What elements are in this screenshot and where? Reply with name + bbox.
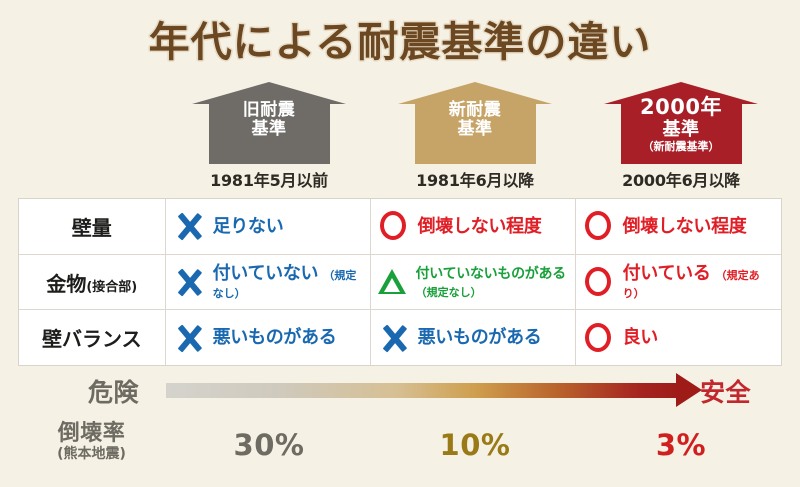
house-roof-icon <box>603 82 758 104</box>
table-cell: 悪いものがある <box>166 310 371 366</box>
page-title: 年代による耐震基準の違い <box>148 18 652 66</box>
house-icon-2000: 2000年 基準 （新耐震基準） <box>603 82 759 164</box>
house-roof-icon <box>191 82 346 104</box>
house-label-line2: 基準 <box>251 119 287 140</box>
table-cell: 倒壊しない程度 <box>371 199 576 254</box>
standard-column-2000: 2000年 基準 （新耐震基準） 2000年6月以降 <box>578 82 784 191</box>
row-label-main: 壁量 <box>71 215 112 240</box>
circle-icon <box>582 321 616 355</box>
cell-text-note: （規定なし） <box>415 286 482 300</box>
cell-text: 倒壊しない程度 <box>417 215 542 237</box>
house-label-line1: 2000年 <box>640 95 722 119</box>
arrow-head-icon <box>676 373 702 407</box>
row-header: 壁バランス <box>19 310 166 366</box>
standard-column-old: 旧耐震 基準 1981年5月以前 <box>166 82 372 191</box>
collapse-rate-value-new: 10% <box>439 428 511 462</box>
standard-date: 2000年6月以降 <box>622 171 740 190</box>
cell-text-note: （規定なし） <box>212 268 357 301</box>
table-cell: 付いていない （規定なし） <box>166 254 371 310</box>
house-label: 新耐震 基準 <box>398 100 553 140</box>
table-cell: 付いていないものがある （規定なし） <box>371 254 576 310</box>
comparison-table: 壁量 足りない 倒壊しない程度 倒壊しない程度 <box>18 198 782 366</box>
cell-text: 足りない <box>212 215 284 237</box>
row-label-sub: (接合部) <box>86 279 138 295</box>
collapse-rate-row: 倒壊率 (熊本地震) 30% 10% 3% <box>0 418 800 487</box>
row-header: 金物(接合部) <box>19 254 166 310</box>
row-label: 壁量 <box>72 212 112 241</box>
cell-text: 付いていない （規定なし） <box>212 262 364 301</box>
standards-header-row: 旧耐震 基準 1981年5月以前 新耐震 基準 1981年6月以降 <box>0 82 800 190</box>
table-cell: 足りない <box>166 199 371 254</box>
house-label-line2: 基準 <box>457 119 493 140</box>
triangle-icon <box>377 265 409 299</box>
row-label: 金物(接合部) <box>46 268 137 297</box>
house-body <box>620 103 742 164</box>
cross-icon <box>377 321 411 355</box>
table-cell: 悪いものがある <box>371 310 576 366</box>
circle-icon <box>582 265 616 299</box>
cross-icon <box>172 209 206 243</box>
cell-text-main: 良い <box>622 326 659 348</box>
house-label: 旧耐震 基準 <box>192 100 347 140</box>
table-cell: 良い <box>576 310 781 365</box>
cell-text-note: （規定あり） <box>622 268 760 301</box>
collapse-rate-value-2000: 3% <box>655 428 707 462</box>
table-cell: 付いている （規定あり） <box>576 255 781 310</box>
row-label-main: 壁バランス <box>41 327 142 352</box>
row-label-main: 金物 <box>46 271 87 296</box>
circle-icon <box>377 209 411 243</box>
cell-text: 付いていないものがある （規定なし） <box>416 264 569 299</box>
cell-text-main: 悪いものがある <box>417 326 542 348</box>
gradient-bar <box>166 383 680 398</box>
cell-text: 悪いものがある <box>418 328 542 347</box>
cross-icon <box>172 265 206 299</box>
cross-icon <box>172 321 206 355</box>
house-label: 2000年 基準 （新耐震基準） <box>604 95 759 153</box>
collapse-rate-label: 倒壊率 (熊本地震) <box>18 421 165 462</box>
standard-date: 1981年6月以降 <box>416 171 534 190</box>
collapse-rate-label-main: 倒壊率 <box>57 421 126 446</box>
circle-icon <box>582 209 616 243</box>
row-header: 壁量 <box>19 199 166 254</box>
row-label: 壁バランス <box>42 323 142 352</box>
cell-text-main: 付いていないものがある <box>415 266 567 283</box>
house-label-line2: 基準 <box>662 118 700 140</box>
house-body <box>208 103 330 164</box>
danger-label: 危険 <box>88 378 140 407</box>
cell-text-main: 足りない <box>212 215 284 237</box>
cell-text: 付いている （規定あり） <box>622 262 775 301</box>
house-label-line1: 新耐震 <box>448 100 502 120</box>
table-row: 金物(接合部) 付いていない （規定なし） 付いていないものがある （規定なし） <box>19 254 781 311</box>
house-roof-icon <box>397 82 552 104</box>
cell-text-main: 倒壊しない程度 <box>622 215 747 237</box>
table-row: 壁バランス 悪いものがある 悪いものがある 良い <box>19 310 781 366</box>
collapse-rate-label-sub: (熊本地震) <box>57 445 126 462</box>
cell-text-main: 付いている <box>622 262 711 284</box>
house-label-line1: 旧耐震 <box>242 100 296 120</box>
safety-gradient-band: 危険 安全 <box>0 368 800 412</box>
cell-text-main: 悪いものがある <box>212 326 337 348</box>
house-icon-old: 旧耐震 基準 <box>191 82 347 164</box>
cell-text-main: 付いていない <box>212 262 319 284</box>
cell-text: 倒壊しない程度 <box>622 215 747 237</box>
table-cell: 倒壊しない程度 <box>576 199 781 254</box>
standard-column-new: 新耐震 基準 1981年6月以降 <box>372 82 578 191</box>
cell-text: 良い <box>622 326 659 348</box>
collapse-rate-value-old: 30% <box>233 428 305 462</box>
house-icon-new: 新耐震 基準 <box>397 82 553 164</box>
house-body <box>414 103 536 164</box>
cell-text: 悪いものがある <box>213 328 337 347</box>
cell-text-main: 倒壊しない程度 <box>417 215 542 237</box>
safe-label: 安全 <box>700 378 752 407</box>
standard-date: 1981年5月以前 <box>210 171 328 190</box>
table-row: 壁量 足りない 倒壊しない程度 倒壊しない程度 <box>19 199 781 255</box>
house-label-line3: （新耐震基準） <box>642 139 720 153</box>
